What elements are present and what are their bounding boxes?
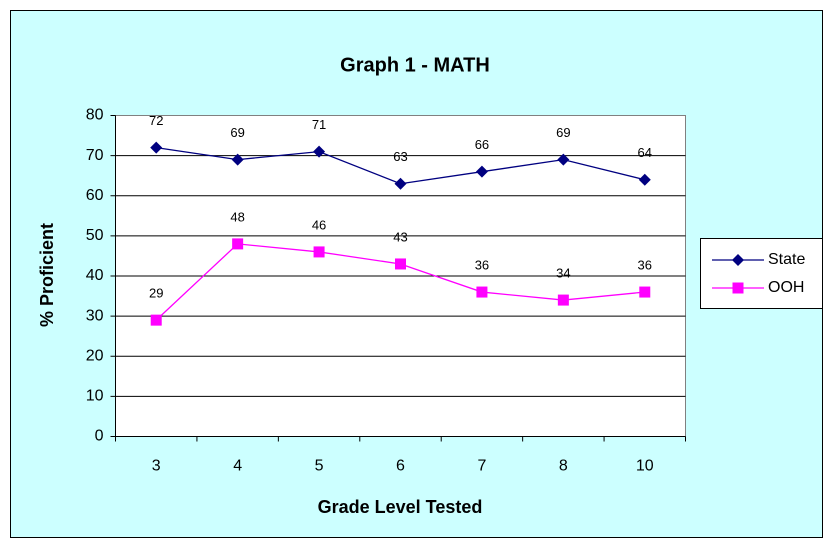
marker [395, 258, 406, 270]
chart-title: Graph 1 - MATH [340, 54, 490, 76]
x-tick-label: 4 [233, 458, 242, 475]
legend-label: OOH [768, 279, 804, 296]
data-label: 43 [393, 229, 407, 244]
data-label: 66 [475, 137, 489, 152]
marker [150, 314, 162, 326]
marker [475, 165, 488, 178]
data-label: 34 [556, 266, 570, 281]
x-tick-label: 8 [559, 458, 568, 475]
data-label: 29 [149, 286, 163, 301]
x-tick-label: 5 [315, 458, 324, 475]
marker [732, 254, 744, 266]
data-label: 46 [312, 217, 326, 232]
data-label: 63 [393, 149, 407, 164]
y-tick-label: 30 [86, 307, 104, 324]
data-label: 36 [638, 257, 652, 272]
data-label: 71 [312, 117, 326, 132]
y-tick-label: 50 [86, 227, 104, 244]
y-tick-label: 80 [86, 107, 104, 124]
data-label: 48 [230, 209, 244, 224]
marker [557, 294, 569, 306]
marker [313, 145, 326, 158]
marker [638, 173, 651, 186]
marker [313, 246, 325, 258]
y-tick-label: 10 [86, 388, 104, 405]
y-tick-label: 20 [86, 347, 104, 364]
marker [394, 177, 407, 190]
x-tick-label: 7 [477, 458, 486, 475]
y-tick-label: 0 [95, 428, 104, 445]
data-label: 72 [149, 113, 163, 128]
marker [557, 153, 570, 166]
marker [639, 286, 651, 298]
marker [232, 238, 244, 250]
data-label: 69 [230, 125, 244, 140]
marker [150, 141, 163, 154]
legend [700, 238, 823, 309]
x-axis-label: Grade Level Tested [318, 497, 483, 517]
marker [476, 286, 488, 298]
x-tick-label: 6 [396, 458, 405, 475]
data-label: 36 [475, 257, 489, 272]
marker [732, 282, 744, 294]
x-tick-label: 3 [152, 458, 161, 475]
y-axis-label: % Proficient [37, 223, 57, 327]
marker [231, 153, 244, 166]
data-label: 64 [638, 145, 652, 160]
y-tick-label: 70 [86, 147, 104, 164]
data-label: 69 [556, 125, 570, 140]
legend-label: State [768, 251, 805, 268]
y-tick-label: 60 [86, 187, 104, 204]
y-tick-label: 40 [86, 267, 104, 284]
x-tick-label: 10 [636, 458, 654, 475]
